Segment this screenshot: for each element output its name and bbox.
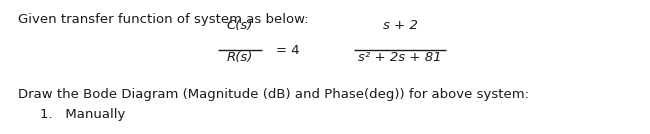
- Text: C(s): C(s): [227, 19, 254, 32]
- Text: Draw the Bode Diagram (Magnitude (dB) and Phase(deg)) for above system:: Draw the Bode Diagram (Magnitude (dB) an…: [18, 88, 529, 101]
- Text: R(s): R(s): [227, 51, 254, 64]
- Text: = 4: = 4: [276, 44, 300, 57]
- Text: 1.   Manually: 1. Manually: [40, 108, 125, 121]
- Text: s + 2: s + 2: [383, 19, 417, 32]
- Text: Given transfer function of system as below:: Given transfer function of system as bel…: [18, 13, 309, 26]
- Text: s² + 2s + 81: s² + 2s + 81: [358, 51, 442, 64]
